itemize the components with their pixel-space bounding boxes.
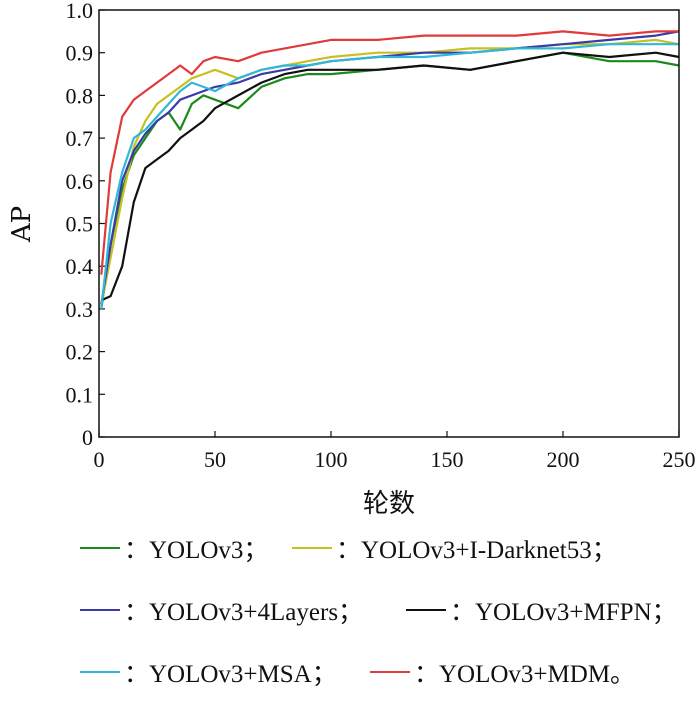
legend-label-yolov3: ：YOLOv3；: [124, 537, 269, 564]
series-line-yolov3-i-darknet53: [100, 38, 680, 305]
y-tick-label: 0.6: [66, 169, 94, 194]
legend-swatch-mfpn: [406, 609, 446, 611]
legend-item-msa: ：YOLOv3+MSA；: [80, 652, 337, 692]
legend-swatch-4layers: [80, 609, 120, 611]
y-tick-label: 0.5: [66, 212, 94, 237]
legend-item-yolov3: ：YOLOv3；: [80, 528, 268, 568]
x-tick-label: 150: [431, 447, 464, 472]
legend-swatch-i-darknet53: [292, 547, 332, 549]
plot-frame: [98, 9, 680, 438]
legend-label-i-darknet53: ：YOLOv3+I-Darknet53；: [336, 537, 617, 564]
x-tick-label: 200: [547, 447, 580, 472]
legend-item-4layers: ：YOLOv3+4Layers；: [80, 590, 363, 630]
y-tick-label: 0.7: [66, 126, 94, 151]
y-tick-label: 0.1: [66, 382, 94, 407]
series-line-yolov3: [100, 51, 680, 310]
y-tick-label: 0.8: [66, 83, 94, 108]
y-axis-title: AP: [7, 206, 37, 243]
y-tick-label: 0.2: [66, 340, 94, 365]
legend-label-msa: ：YOLOv3+MSA；: [124, 661, 337, 688]
y-tick-label: 1.0: [66, 0, 94, 23]
x-tick-label: 250: [663, 447, 696, 472]
legend-item-i-darknet53: ：YOLOv3+I-Darknet53；: [292, 528, 617, 568]
tick-layer: 0 0.1 0.2 0.3 0.4 0.5 0.6 0.7 0.8 0.9 1.0 0 50 100 150…: [66, 0, 696, 472]
legend-swatch-yolov3: [80, 547, 120, 549]
legend-swatch-mdm: [370, 671, 410, 673]
x-tick-label: 50: [204, 447, 226, 472]
legend-label-mdm: ：YOLOv3+MDM。: [414, 661, 636, 688]
legend-row: ：YOLOv3； ：YOLOv3+I-Darknet53；: [80, 528, 690, 590]
legend-item-mfpn: ：YOLOv3+MFPN；: [406, 590, 677, 630]
y-tick-label: 0: [82, 425, 93, 450]
y-tick-label: 0.3: [66, 297, 94, 322]
x-tick-label: 0: [94, 447, 105, 472]
x-axis-title: 轮数: [363, 489, 415, 519]
legend-item-mdm: ：YOLOv3+MDM。: [370, 652, 635, 692]
series-layer: [100, 30, 680, 310]
y-tick-label: 0.4: [66, 254, 94, 279]
legend: ：YOLOv3； ：YOLOv3+I-Darknet53； ：YOLOv3+4L…: [80, 528, 690, 714]
series-line-yolov3-mfpn: [100, 51, 680, 302]
ap-line-chart: 0 0.1 0.2 0.3 0.4 0.5 0.6 0.7 0.8 0.9 1.0 0 50 100 150…: [7, 0, 696, 519]
x-tick-label: 100: [315, 447, 348, 472]
legend-row: ：YOLOv3+MSA； ：YOLOv3+MDM。: [80, 652, 690, 714]
legend-swatch-msa: [80, 671, 120, 673]
series-line-yolov3-mdm: [100, 30, 679, 275]
legend-label-4layers: ：YOLOv3+4Layers；: [124, 599, 364, 626]
legend-row: ：YOLOv3+4Layers； ：YOLOv3+MFPN；: [80, 590, 690, 652]
y-tick-label: 0.9: [66, 41, 94, 66]
series-line-yolov3-msa: [100, 43, 679, 310]
legend-label-mfpn: ：YOLOv3+MFPN；: [450, 599, 677, 626]
